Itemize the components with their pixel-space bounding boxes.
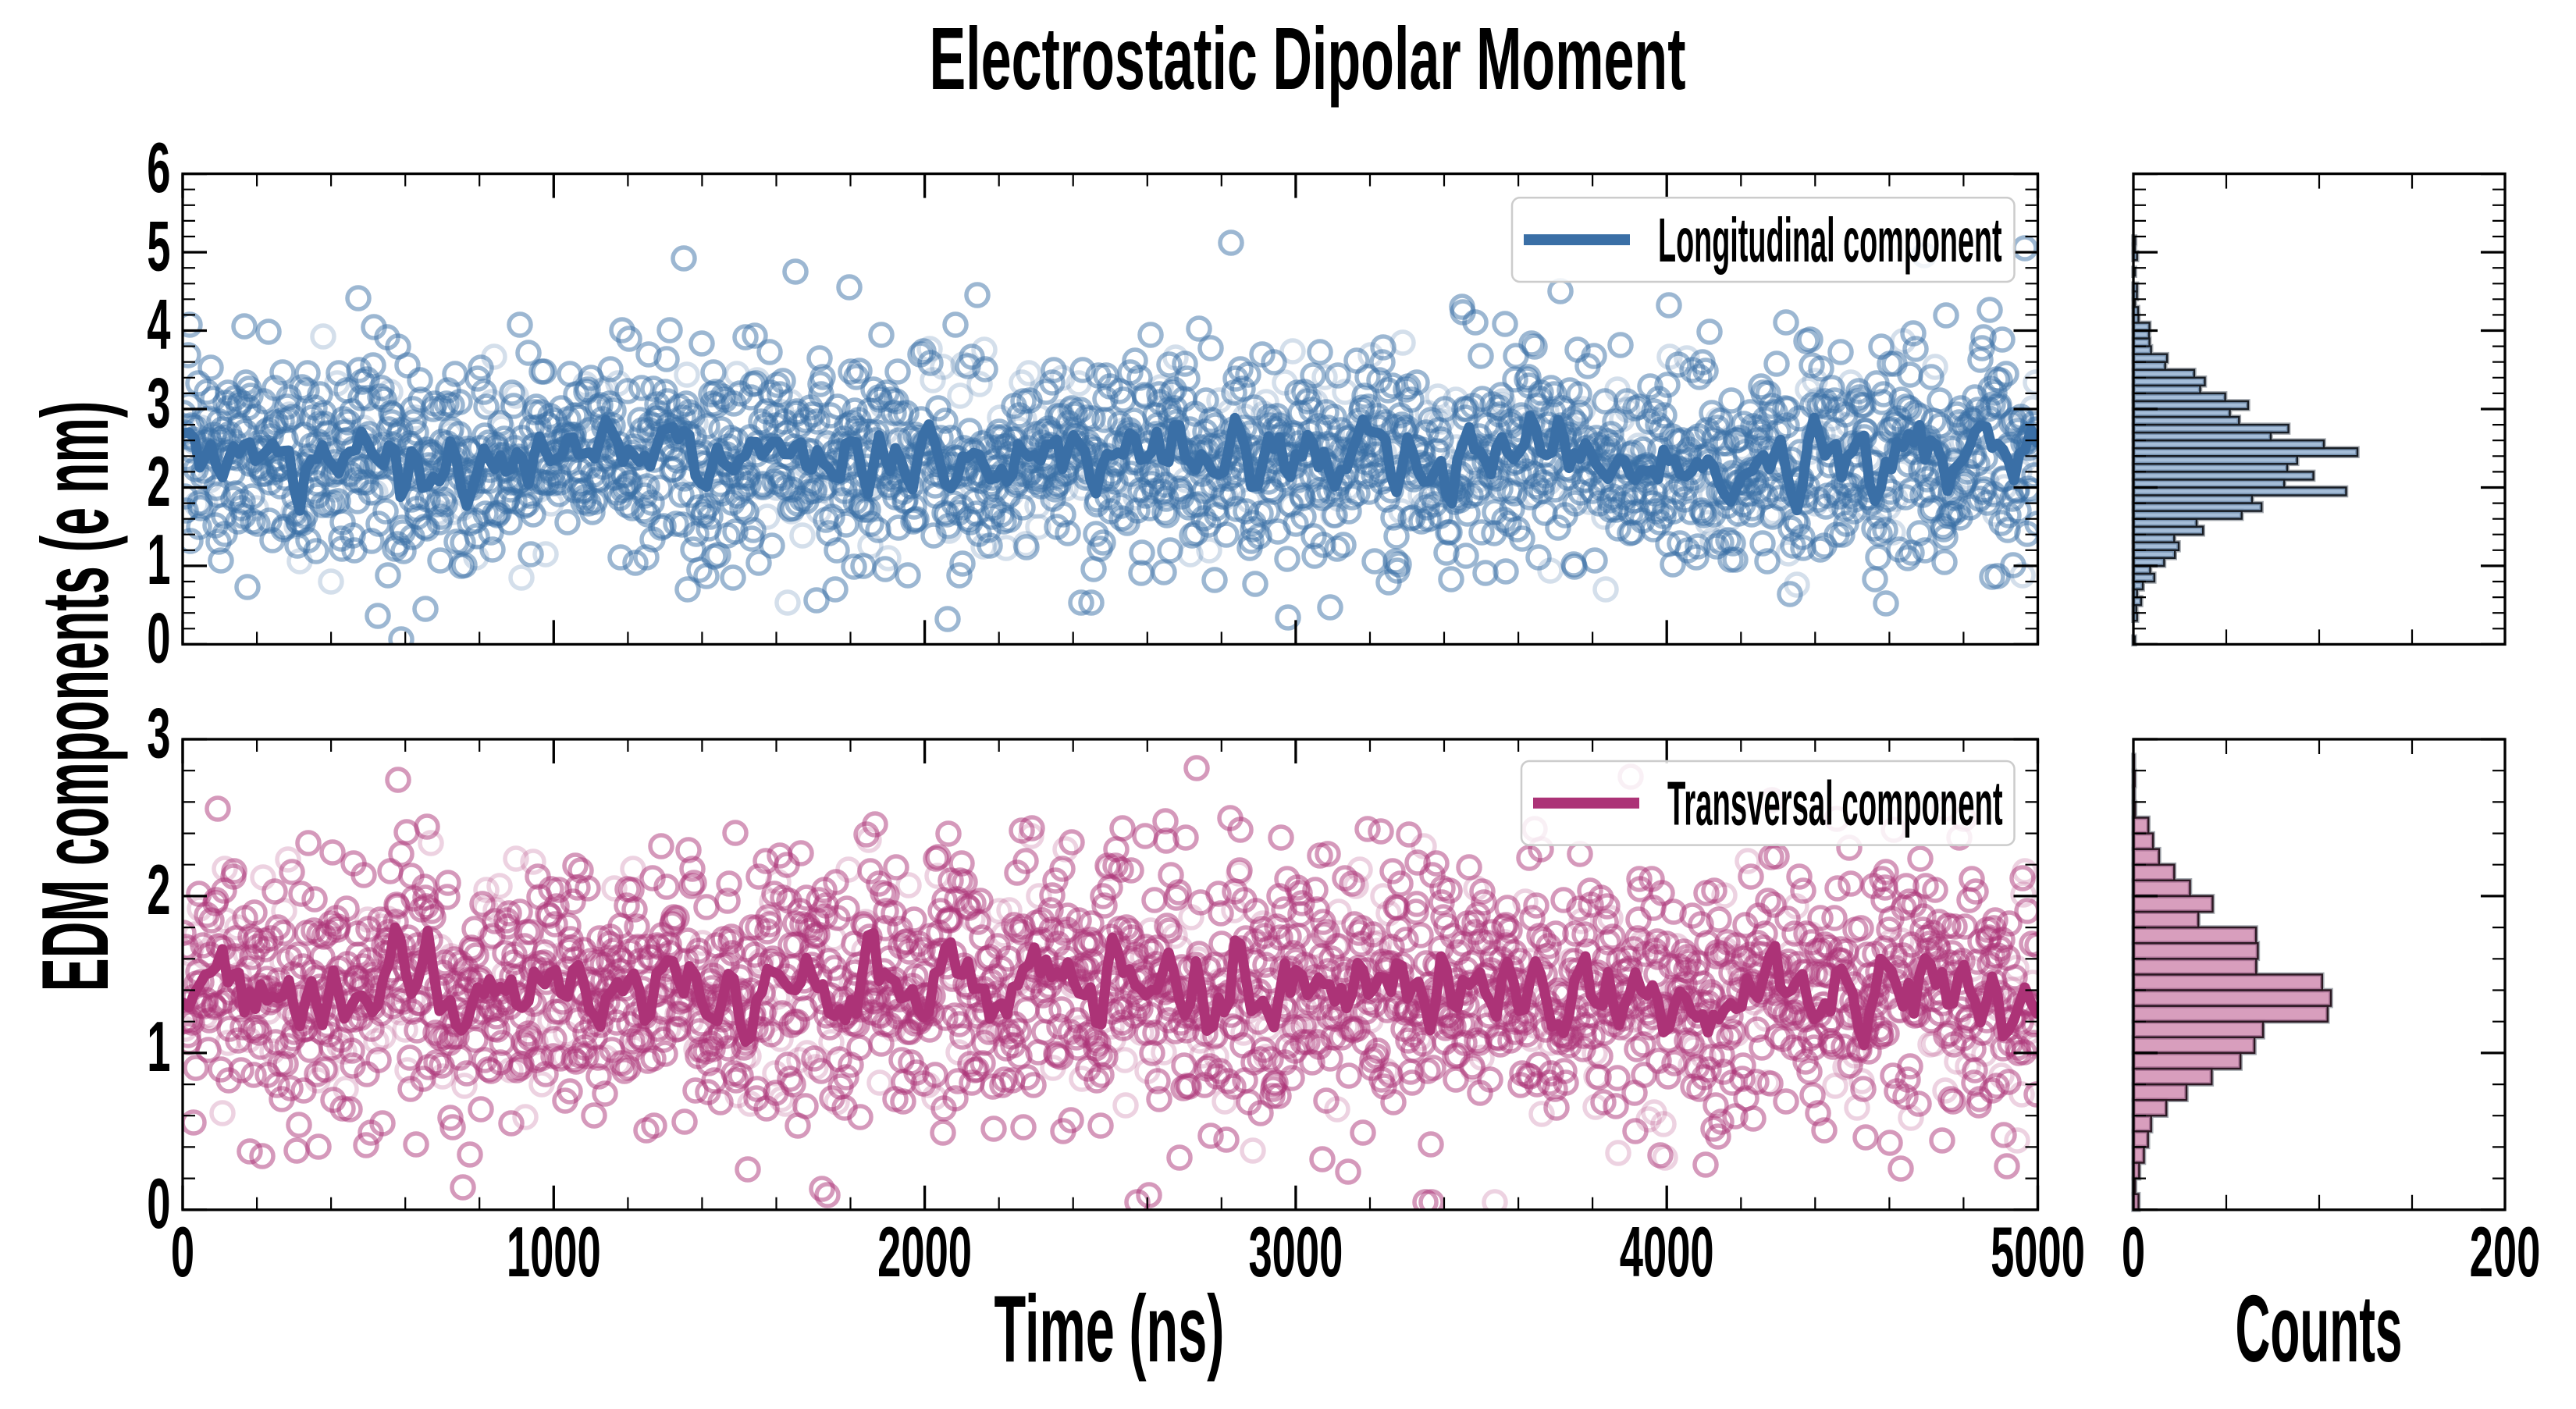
svg-text:3: 3: [147, 693, 170, 773]
svg-text:3000: 3000: [1248, 1212, 1343, 1292]
svg-text:3: 3: [147, 363, 170, 443]
svg-text:0: 0: [147, 598, 170, 678]
svg-text:5: 5: [147, 206, 170, 286]
svg-text:Time (ns): Time (ns): [994, 1276, 1225, 1382]
svg-text:0: 0: [2122, 1212, 2145, 1292]
svg-text:Transversal component: Transversal component: [1667, 769, 2003, 838]
svg-text:5000: 5000: [1991, 1212, 2085, 1292]
svg-text:2: 2: [147, 850, 170, 930]
svg-text:1: 1: [147, 520, 170, 600]
svg-text:200: 200: [2470, 1212, 2541, 1292]
svg-text:Counts: Counts: [2236, 1277, 2403, 1382]
svg-text:Electrostatic Dipolar Moment: Electrostatic Dipolar Moment: [929, 9, 1685, 108]
svg-text:EDM components (e nm): EDM components (e nm): [22, 401, 128, 992]
svg-text:1: 1: [147, 1007, 170, 1087]
svg-text:2: 2: [147, 441, 170, 521]
svg-text:6: 6: [147, 127, 170, 207]
svg-text:0: 0: [147, 1164, 170, 1244]
svg-text:0: 0: [171, 1212, 194, 1292]
svg-text:2000: 2000: [877, 1212, 972, 1292]
svg-text:1000: 1000: [507, 1212, 601, 1292]
svg-text:Longitudinal component: Longitudinal component: [1658, 205, 2002, 276]
svg-text:4: 4: [147, 284, 171, 364]
svg-text:4000: 4000: [1620, 1212, 1714, 1292]
